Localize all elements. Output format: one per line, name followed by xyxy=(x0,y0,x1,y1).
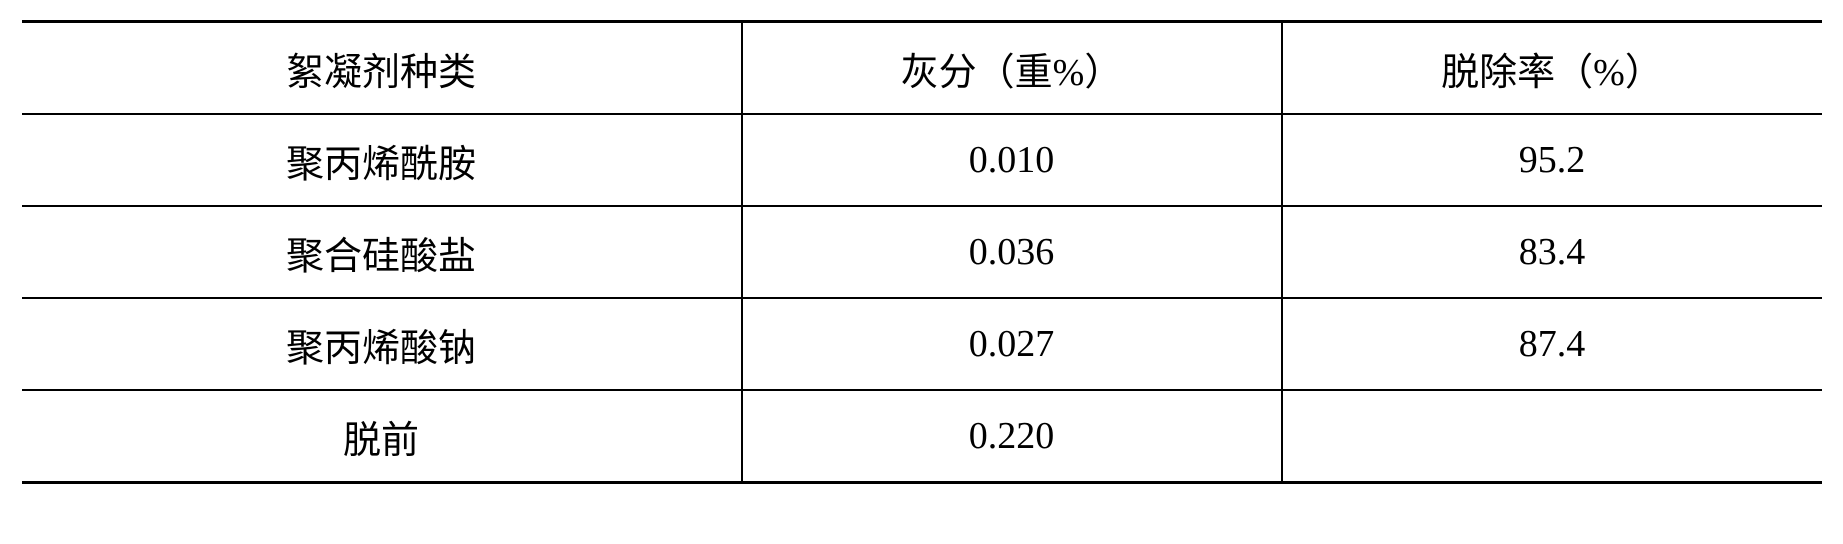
cell-flocculant-type: 聚丙烯酰胺 xyxy=(22,114,742,206)
table-header-row: 絮凝剂种类 灰分（重%） 脱除率（%） xyxy=(22,22,1822,115)
cell-ash-content: 0.220 xyxy=(742,390,1282,483)
table-row: 聚合硅酸盐 0.036 83.4 xyxy=(22,206,1822,298)
data-table-container: 絮凝剂种类 灰分（重%） 脱除率（%） 聚丙烯酰胺 0.010 95.2 聚合硅… xyxy=(22,20,1822,484)
header-removal-rate: 脱除率（%） xyxy=(1282,22,1822,115)
cell-removal-rate xyxy=(1282,390,1822,483)
header-flocculant-type: 絮凝剂种类 xyxy=(22,22,742,115)
table-row: 聚丙烯酰胺 0.010 95.2 xyxy=(22,114,1822,206)
cell-removal-rate: 95.2 xyxy=(1282,114,1822,206)
cell-removal-rate: 87.4 xyxy=(1282,298,1822,390)
header-ash-content: 灰分（重%） xyxy=(742,22,1282,115)
cell-removal-rate: 83.4 xyxy=(1282,206,1822,298)
cell-flocculant-type: 聚合硅酸盐 xyxy=(22,206,742,298)
cell-flocculant-type: 脱前 xyxy=(22,390,742,483)
table-row: 脱前 0.220 xyxy=(22,390,1822,483)
cell-ash-content: 0.036 xyxy=(742,206,1282,298)
flocculant-table: 絮凝剂种类 灰分（重%） 脱除率（%） 聚丙烯酰胺 0.010 95.2 聚合硅… xyxy=(22,20,1822,484)
table-row: 聚丙烯酸钠 0.027 87.4 xyxy=(22,298,1822,390)
cell-flocculant-type: 聚丙烯酸钠 xyxy=(22,298,742,390)
cell-ash-content: 0.027 xyxy=(742,298,1282,390)
cell-ash-content: 0.010 xyxy=(742,114,1282,206)
